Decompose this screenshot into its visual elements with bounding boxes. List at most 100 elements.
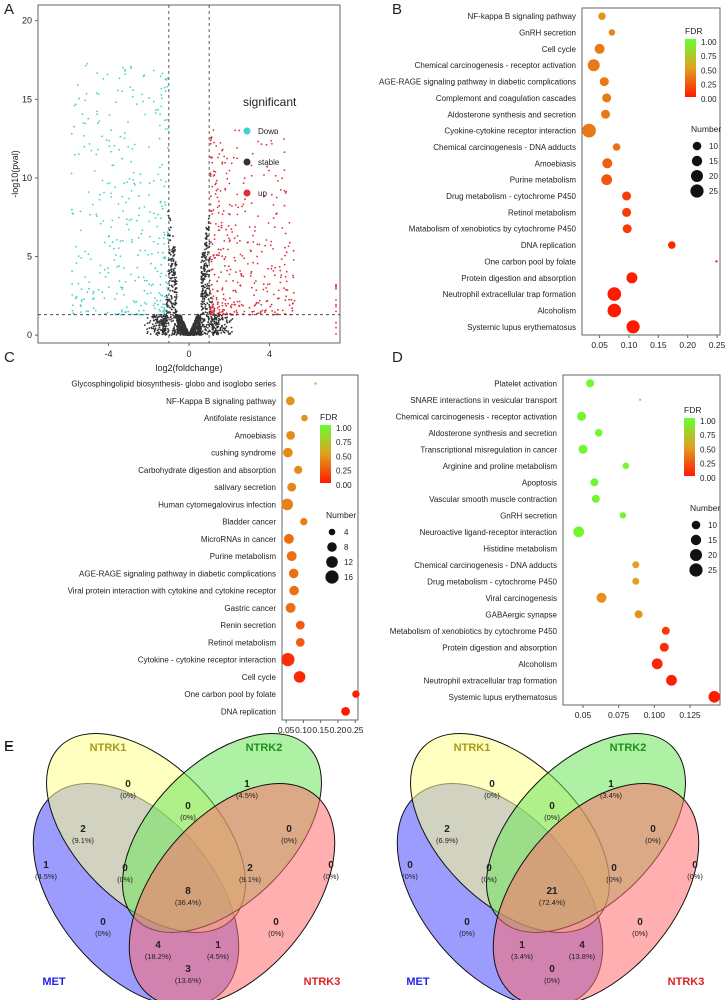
- venn-percent-ntrk2: (3.4%): [600, 791, 623, 800]
- up-point: [210, 310, 213, 312]
- term-dot: [341, 707, 350, 716]
- up-point: [270, 303, 273, 306]
- down-point: [159, 299, 162, 302]
- down-point: [150, 262, 152, 265]
- up-point: [291, 302, 294, 305]
- up-point: [251, 313, 254, 316]
- venn-count-ntrk2: 1: [244, 779, 250, 790]
- up-point: [234, 259, 237, 262]
- x-tick-label: 0: [186, 349, 191, 359]
- term-label: Chemical carcinogenesis - DNA adducts: [433, 143, 576, 152]
- venn-percent-met_n1: (6.9%): [436, 836, 459, 845]
- term-dot: [638, 398, 642, 401]
- up-point: [264, 244, 266, 247]
- up-point: [215, 296, 218, 299]
- up-point: [248, 226, 251, 228]
- up-point: [265, 143, 268, 146]
- down-point: [90, 149, 93, 152]
- stable-point: [159, 322, 161, 325]
- up-point: [236, 242, 239, 244]
- fdr-colorbar: [320, 425, 331, 483]
- up-point: [284, 312, 286, 315]
- down-point: [123, 267, 125, 269]
- stable-point: [216, 329, 219, 332]
- up-point: [213, 273, 216, 276]
- venn-percent-n1_n2_n3: (0%): [606, 875, 622, 884]
- down-point: [124, 281, 127, 283]
- up-point: [228, 182, 231, 185]
- term-label: Alcoholism: [518, 660, 557, 669]
- down-point: [142, 309, 145, 312]
- stable-point: [221, 324, 224, 327]
- stable-point: [220, 332, 223, 334]
- down-point: [116, 265, 119, 268]
- up-point: [247, 263, 249, 265]
- down-point: [160, 105, 163, 108]
- stable-point: [156, 331, 159, 334]
- up-point: [217, 156, 219, 159]
- stable-point: [174, 308, 177, 311]
- down-point: [71, 283, 73, 285]
- stable-point: [184, 333, 187, 336]
- up-point: [335, 285, 337, 288]
- stable-point: [181, 319, 184, 321]
- stable-point: [201, 293, 204, 295]
- stable-point: [197, 316, 200, 319]
- down-point: [160, 179, 163, 181]
- up-point: [292, 291, 295, 294]
- down-point: [102, 220, 105, 222]
- up-point: [263, 275, 266, 278]
- down-point: [160, 97, 163, 100]
- size-tick-label: 20: [708, 551, 717, 560]
- up-point: [272, 217, 275, 220]
- venn-percent-met_n2_n3: (3.4%): [511, 952, 534, 961]
- venn-percent-met_n3: (0%): [544, 976, 560, 985]
- stable-point: [201, 303, 204, 306]
- up-point: [274, 313, 277, 316]
- up-point: [231, 205, 233, 207]
- down-point: [87, 117, 90, 120]
- down-point: [74, 297, 77, 300]
- fdr-tick-label: 1.00: [336, 424, 352, 433]
- down-point: [164, 119, 166, 122]
- term-dot: [626, 320, 640, 334]
- down-point: [118, 280, 121, 282]
- term-dot: [352, 690, 360, 698]
- stable-point: [206, 266, 209, 268]
- down-point: [95, 213, 98, 216]
- stable-point: [215, 318, 218, 321]
- stable-point: [206, 253, 209, 256]
- up-point: [217, 276, 220, 279]
- term-label: AGE-RAGE signaling pathway in diabetic c…: [379, 78, 576, 87]
- down-point: [146, 292, 149, 295]
- down-point: [79, 229, 82, 232]
- up-point: [220, 271, 222, 273]
- stable-point: [219, 327, 222, 330]
- down-point: [110, 196, 113, 198]
- down-point: [132, 89, 135, 92]
- up-point: [335, 287, 337, 290]
- up-point: [221, 287, 224, 290]
- stable-point: [201, 296, 204, 298]
- stable-point: [176, 332, 179, 335]
- up-point: [214, 193, 217, 195]
- down-point: [104, 241, 106, 244]
- down-point: [159, 166, 161, 169]
- up-point: [293, 299, 296, 302]
- stable-point: [175, 334, 178, 336]
- venn-count-n1_n2_n3: 2: [247, 863, 253, 874]
- down-point: [164, 201, 166, 204]
- up-point: [261, 309, 264, 312]
- down-point: [83, 135, 85, 137]
- venn-count-all: 21: [546, 886, 558, 897]
- stable-point: [220, 314, 223, 317]
- stable-point: [216, 326, 218, 328]
- stable-point: [175, 310, 178, 313]
- down-point: [159, 293, 162, 296]
- down-point: [111, 219, 114, 222]
- up-point: [257, 140, 259, 143]
- down-point: [107, 286, 110, 288]
- down-point: [71, 270, 73, 273]
- down-point: [121, 90, 123, 93]
- down-point: [156, 270, 159, 273]
